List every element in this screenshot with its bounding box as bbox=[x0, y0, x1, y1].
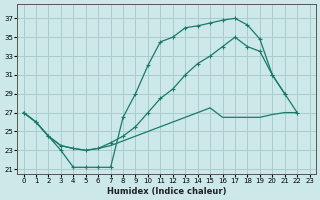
X-axis label: Humidex (Indice chaleur): Humidex (Indice chaleur) bbox=[107, 187, 226, 196]
